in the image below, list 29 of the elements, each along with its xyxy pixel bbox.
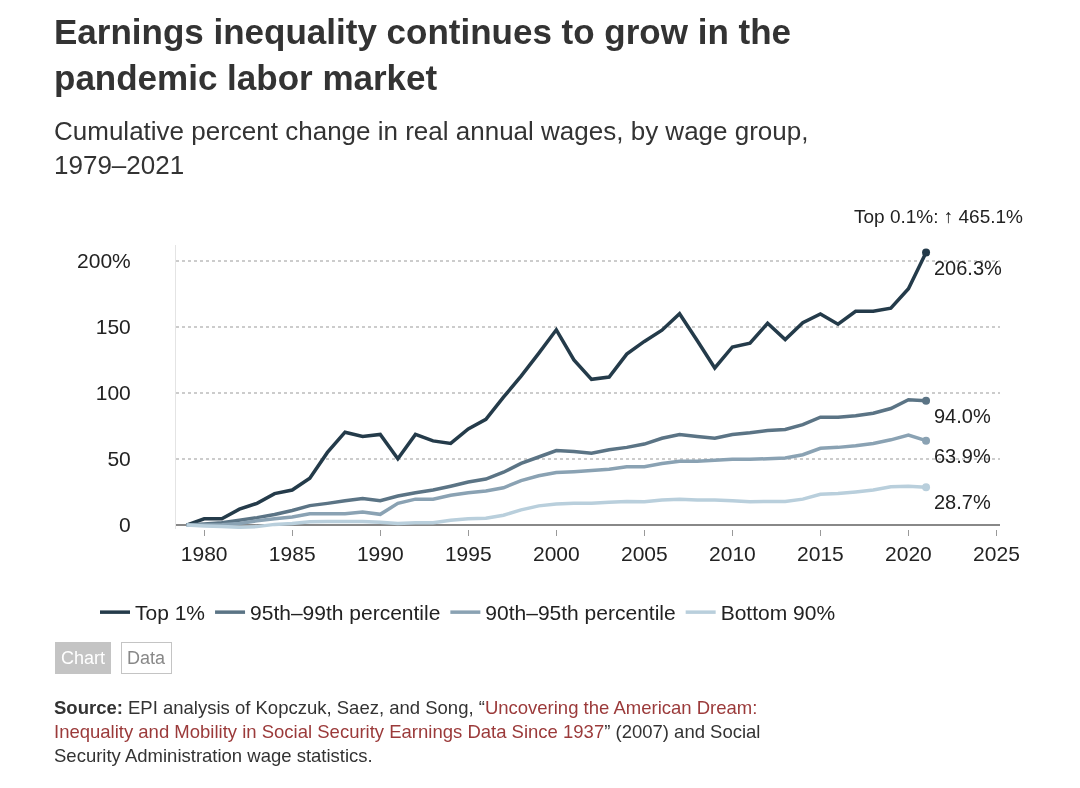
- annotation: 28.7%: [934, 491, 991, 513]
- text: Data: [127, 648, 167, 668]
- x-tick-label: 1985: [268, 542, 316, 566]
- x-tick-label: 2000: [532, 542, 580, 566]
- text: Source: EPI analysis of Kopczuk, Saez, and Song, “Uncovering the American Dream: Inequality and Mobility in Social Security Earnings Data Since 1937” (2007) and Social Security Administration wage statistics.: [54, 697, 761, 767]
- y-tick-label: 100: [95, 381, 131, 405]
- annotation: 63.9%: [934, 445, 991, 467]
- annotation: 94.0%: [934, 405, 991, 427]
- legend-label: 95th–99th percentile: [250, 601, 441, 625]
- chart-subtitle: Cumulative percent change in real annual wages, by wage group, 1979–2021: [54, 116, 809, 180]
- x-tick-label: 2025: [973, 542, 1020, 566]
- legend-label: 90th–95th percentile: [485, 601, 676, 625]
- y-tick-label: 0: [119, 513, 131, 537]
- annotation: 206.3%: [934, 257, 1003, 279]
- y-tick-label: 200%: [77, 249, 131, 273]
- text: Top 0.1%: ↑ 465.1%: [854, 206, 1024, 227]
- text: Chart: [61, 648, 106, 668]
- x-tick-label: 1995: [444, 542, 492, 566]
- y-tick-label: 50: [107, 447, 131, 471]
- x-tick-label: 1990: [356, 542, 404, 566]
- x-tick-label: 2010: [709, 542, 756, 566]
- chart-title: Earnings inequality continues to grow in the pandemic labor market: [54, 12, 791, 97]
- x-tick-label: 2015: [797, 542, 844, 566]
- x-tick-label: 2020: [885, 542, 932, 566]
- legend-label: Top 1%: [135, 601, 206, 625]
- x-tick-label: 1980: [180, 542, 228, 566]
- legend-label: Bottom 90%: [720, 601, 836, 625]
- x-tick-label: 2005: [620, 542, 668, 566]
- y-tick-label: 150: [95, 315, 131, 339]
